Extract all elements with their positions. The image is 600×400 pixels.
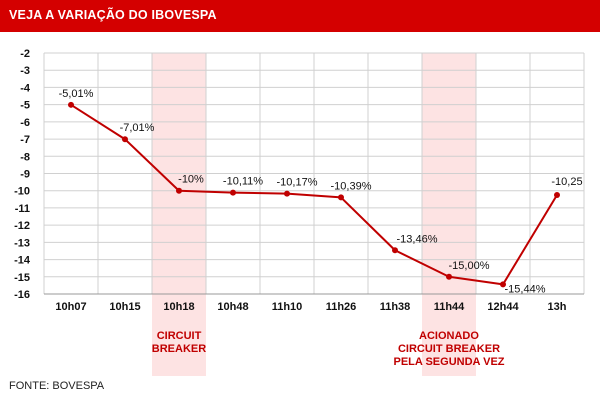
series-line (70, 103, 558, 286)
x-tick-label: 13h (548, 301, 567, 313)
data-point (176, 187, 182, 194)
data-label: -10,25 (551, 176, 582, 188)
x-tick-label: 10h07 (55, 301, 86, 313)
data-label: -7,01% (120, 122, 155, 134)
y-tick-label: -15 (14, 272, 30, 284)
data-point (284, 190, 290, 197)
chart-title: VEJA A VARIAÇÃO DO IBOVESPA (9, 8, 217, 22)
y-tick-label: -6 (20, 117, 30, 129)
annotation-text: CIRCUIT BREAKER (398, 343, 500, 355)
annotation-text: PELA SEGUNDA VEZ (393, 356, 504, 368)
data-point (230, 189, 236, 196)
y-tick-label: -10 (14, 186, 30, 198)
y-tick-label: -4 (20, 82, 31, 94)
y-tick-label: -2 (20, 48, 30, 60)
highlight-band-10h18 (152, 53, 206, 376)
x-tick-label: 11h26 (326, 301, 357, 313)
line-chart: -2 -3 -4 -5 -6 -7 -8 -9 -10 -11 -12 -13 -14 -15 -16 10h… (14, 48, 585, 376)
data-point (554, 192, 560, 199)
y-tick-label: -16 (14, 289, 30, 301)
y-tick-label: -3 (20, 65, 30, 77)
y-tick-label: -12 (14, 220, 30, 232)
x-tick-label: 11h44 (434, 301, 465, 313)
highlight-band-11h44 (422, 53, 476, 376)
x-tick-label: 10h18 (163, 301, 194, 313)
annotation-text: CIRCUIT (157, 330, 202, 342)
y-tick-label: -8 (20, 151, 30, 163)
y-tick-label: -9 (20, 169, 30, 181)
data-point (338, 194, 344, 201)
source-note: FONTE: BOVESPA (9, 380, 105, 392)
data-label: -15,44% (505, 283, 546, 295)
data-label: -13,46% (397, 233, 438, 245)
data-point (500, 281, 506, 288)
data-label: -10,11% (223, 176, 263, 188)
x-tick-label: 11h38 (380, 301, 411, 313)
y-tick-label: -11 (15, 203, 30, 215)
data-label: -5,01% (59, 88, 94, 100)
data-label: -10,17% (277, 177, 318, 189)
data-label: -10% (178, 174, 204, 186)
chart-header: VEJA A VARIAÇÃO DO IBOVESPA (0, 0, 600, 32)
data-point (392, 247, 398, 254)
x-tick-label: 10h15 (109, 301, 140, 313)
data-label: -10,39% (331, 180, 372, 192)
data-label: -15,00% (449, 260, 490, 272)
y-tick-label: -14 (14, 255, 31, 267)
y-tick-label: -5 (20, 100, 30, 112)
data-point (122, 136, 128, 143)
y-tick-label: -7 (20, 134, 30, 146)
annotation-text: ACIONADO (419, 330, 479, 342)
data-point (446, 273, 452, 280)
x-tick-label: 11h10 (272, 301, 303, 313)
annotation-text: BREAKER (152, 343, 206, 355)
y-tick-label: -13 (14, 237, 30, 249)
x-tick-label: 12h44 (487, 301, 519, 313)
data-point (68, 101, 74, 108)
x-tick-label: 10h48 (217, 301, 248, 313)
